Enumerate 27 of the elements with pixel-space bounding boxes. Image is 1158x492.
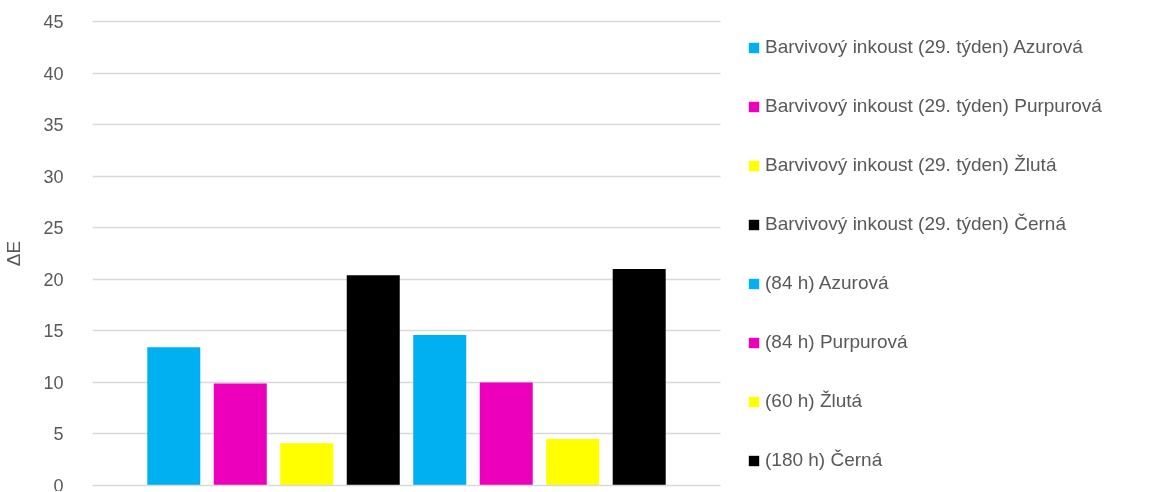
y-tick-label: 30 <box>43 166 64 187</box>
y-tick-label: 40 <box>43 63 64 84</box>
bar <box>546 439 600 486</box>
bar <box>346 275 400 486</box>
legend-label: Barvivový inkoust (29. týden) Azurová <box>765 35 1083 59</box>
bar <box>413 334 467 486</box>
legend-label: (180 h) Černá <box>765 448 883 472</box>
y-tick-label: 35 <box>43 115 64 136</box>
bar <box>213 383 267 486</box>
y-tick-label: 15 <box>43 321 64 342</box>
legend-label: (60 h) Žlutá <box>765 389 863 413</box>
bar <box>280 443 334 486</box>
bar <box>612 268 666 486</box>
bar <box>147 347 201 486</box>
legend-label: Barvivový inkoust (29. týden) Černá <box>765 212 1066 236</box>
legend-label: Barvivový inkoust (29. týden) Žlutá <box>765 153 1057 177</box>
y-tick-label: 5 <box>53 424 64 445</box>
y-tick-label: 45 <box>43 12 64 32</box>
bar <box>479 382 533 486</box>
y-tick-label: 10 <box>43 372 64 393</box>
legend-label: (84 h) Purpurová <box>765 330 908 354</box>
y-axis-title: ΔE <box>3 240 25 267</box>
legend-label: Barvivový inkoust (29. týden) Purpurová <box>765 94 1102 118</box>
legend-label: (84 h) Azurová <box>765 271 889 295</box>
y-tick-label: 0 <box>53 475 64 492</box>
y-tick-label: 25 <box>43 218 64 239</box>
y-tick-label: 20 <box>43 269 64 290</box>
